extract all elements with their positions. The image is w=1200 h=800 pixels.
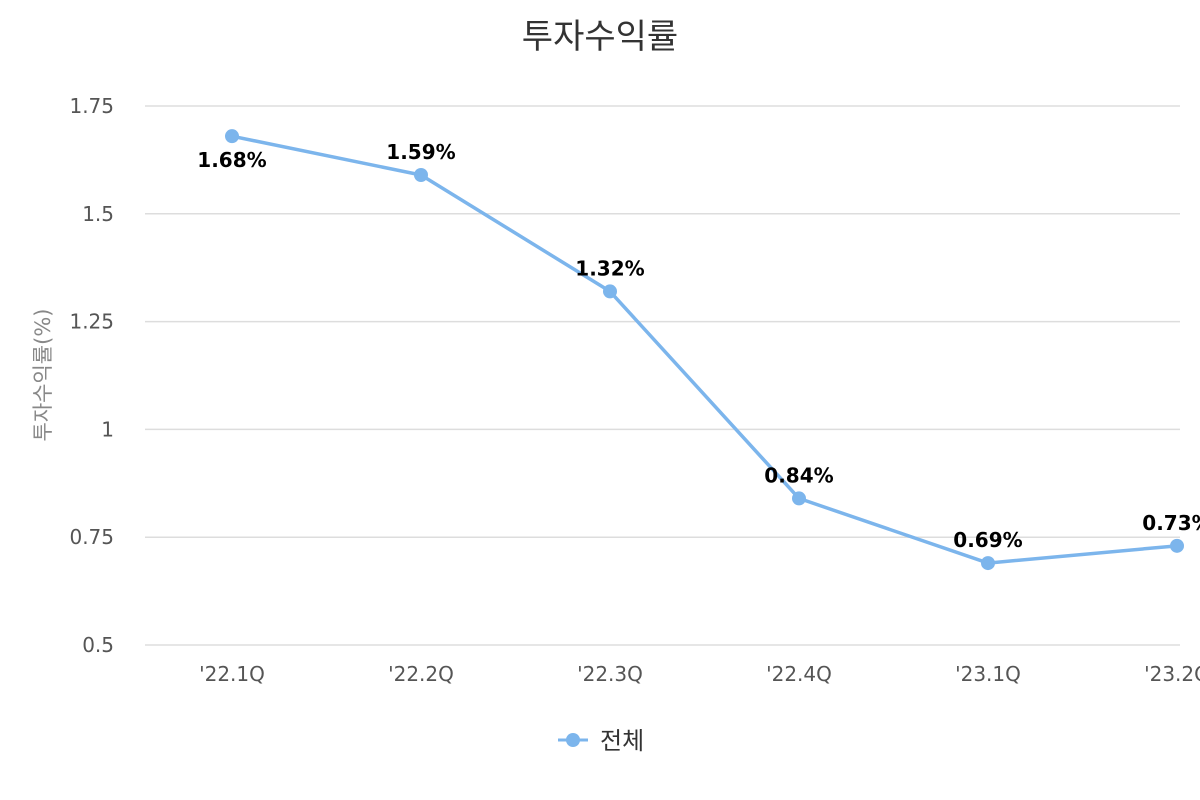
x-tick-label: '22.3Q xyxy=(577,662,643,686)
y-axis-label: 투자수익률(%) xyxy=(31,309,55,442)
data-label: 0.69% xyxy=(953,528,1022,552)
data-point[interactable] xyxy=(1170,538,1184,553)
x-tick-label: '23.2Q xyxy=(1144,662,1200,686)
data-point[interactable] xyxy=(225,129,239,144)
data-label: 1.32% xyxy=(575,256,644,280)
data-label: 1.59% xyxy=(386,140,455,164)
x-tick-label: '23.1Q xyxy=(955,662,1021,686)
x-tick-label: '22.1Q xyxy=(199,662,265,686)
y-axis-ticks: 0.5 0.75 1 1.25 1.5 1.75 xyxy=(69,94,114,657)
y-tick-label: 0.75 xyxy=(69,525,114,549)
y-tick-label: 1 xyxy=(101,417,114,441)
gridlines xyxy=(145,105,1180,646)
series-layer xyxy=(225,129,1184,571)
data-label: 1.68% xyxy=(197,148,266,172)
x-tick-label: '22.2Q xyxy=(388,662,454,686)
y-tick-label: 1.25 xyxy=(69,310,114,334)
y-tick-label: 1.5 xyxy=(82,202,114,226)
legend[interactable]: 전체 xyxy=(558,727,644,755)
chart-title: 투자수익률 xyxy=(522,17,678,57)
data-labels: 1.68% 1.59% 1.32% 0.84% 0.69% 0.73% xyxy=(197,140,1200,552)
legend-circle-marker xyxy=(566,733,580,747)
data-point[interactable] xyxy=(414,167,428,182)
data-point[interactable] xyxy=(603,284,617,299)
legend-item-label[interactable]: 전체 xyxy=(600,727,644,755)
x-tick-label: '22.4Q xyxy=(766,662,832,686)
x-axis-ticks: '22.1Q '22.2Q '22.3Q '22.4Q '23.1Q '23.2Q xyxy=(199,662,1200,686)
y-tick-label: 0.5 xyxy=(82,633,114,657)
series-line xyxy=(230,134,1179,565)
y-tick-label: 1.75 xyxy=(69,94,114,118)
data-point[interactable] xyxy=(981,556,995,571)
data-point[interactable] xyxy=(792,491,806,506)
data-label: 0.73% xyxy=(1142,511,1200,535)
data-label: 0.84% xyxy=(764,463,833,487)
